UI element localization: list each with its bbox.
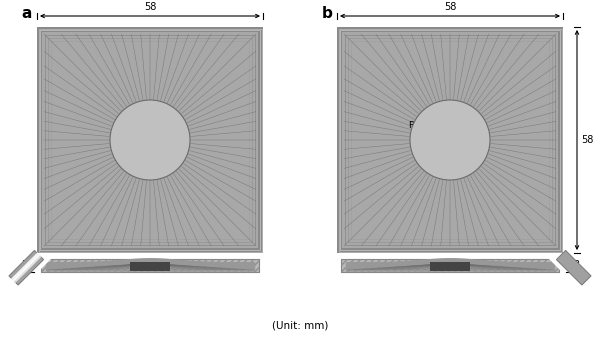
Text: (Unit: mm): (Unit: mm) (272, 320, 328, 330)
Polygon shape (37, 253, 57, 273)
Text: 58: 58 (581, 135, 593, 145)
Bar (45, 35, 255, 245)
Bar (345, 35, 555, 245)
Bar (42, 32, 258, 248)
Text: 3: 3 (21, 260, 27, 271)
Text: 58: 58 (144, 2, 156, 12)
Bar (340, 30, 560, 250)
Text: 3: 3 (573, 260, 579, 271)
Polygon shape (543, 253, 563, 273)
Text: a: a (22, 5, 32, 20)
Text: b: b (322, 5, 332, 20)
Bar (430, 262, 470, 271)
Bar (41, 259, 259, 272)
Text: 58: 58 (444, 2, 456, 12)
Bar (41, 259, 259, 272)
Bar (38, 28, 262, 252)
Circle shape (110, 100, 190, 180)
Bar (348, 38, 552, 242)
Text: R10.16: R10.16 (408, 121, 440, 131)
Bar (338, 28, 562, 252)
Bar (51, 41, 249, 239)
Polygon shape (556, 251, 591, 285)
Bar (341, 259, 559, 272)
Bar (48, 38, 252, 242)
Bar (341, 259, 559, 272)
Text: 0.49: 0.49 (458, 111, 478, 120)
Bar (40, 30, 260, 250)
Bar (351, 41, 549, 239)
Circle shape (410, 100, 490, 180)
Bar (342, 32, 558, 248)
Bar (130, 262, 170, 271)
Bar (37, 27, 263, 253)
Polygon shape (9, 251, 44, 285)
Bar (337, 27, 563, 253)
